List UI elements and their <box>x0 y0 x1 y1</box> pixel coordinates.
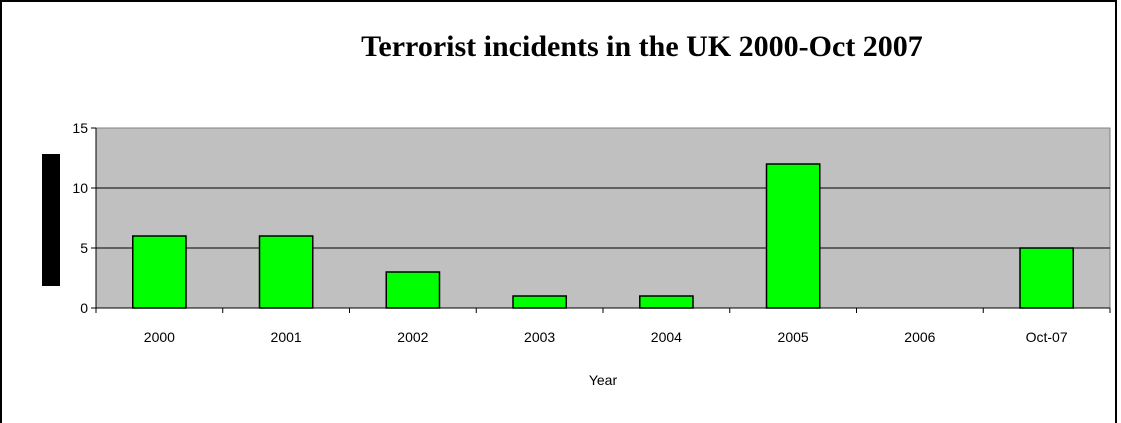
x-tick-label-Oct-07: Oct-07 <box>1026 329 1068 345</box>
x-tick-label-2002: 2002 <box>397 329 428 345</box>
bar-2002 <box>385 271 441 309</box>
x-tick-label-2000: 2000 <box>144 329 175 345</box>
bar-Oct-07 <box>1019 247 1074 309</box>
tick-labels: 0 5 10 15 2000 2001 2002 2003 2004 2005 2006 Oct-07 <box>72 120 1067 345</box>
plot-area <box>95 127 1111 309</box>
x-tick-label-2005: 2005 <box>778 329 809 345</box>
bar-2001 <box>258 235 314 309</box>
bars <box>132 163 1074 309</box>
x-tick-label-2001: 2001 <box>271 329 302 345</box>
x-tick-label-2004: 2004 <box>651 329 682 345</box>
x-tick-label-2003: 2003 <box>524 329 555 345</box>
x-axis-title: Year <box>589 372 618 388</box>
y-tick-label-5: 5 <box>80 240 88 256</box>
y-tick-label-15: 15 <box>72 120 88 136</box>
bar-2004 <box>639 295 694 309</box>
bar-2000 <box>132 235 187 309</box>
y-tick-label-10: 10 <box>72 180 88 196</box>
axes <box>91 127 1111 313</box>
bar-2003 <box>512 295 567 309</box>
x-tick-label-2006: 2006 <box>904 329 935 345</box>
bar-2005 <box>765 163 821 309</box>
chart-title: Terrorist incidents in the UK 2000-Oct 2… <box>361 30 923 63</box>
y-tick-label-0: 0 <box>80 300 88 316</box>
y-axis-label-block <box>42 154 60 286</box>
